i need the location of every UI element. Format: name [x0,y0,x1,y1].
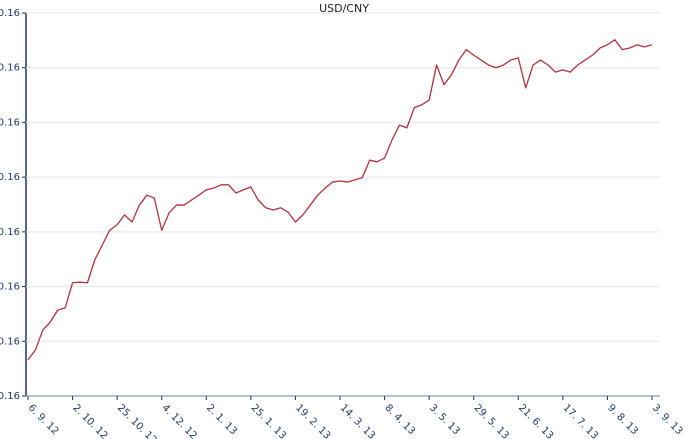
x-tick-label: 6. 9. 12 [26,402,61,437]
x-tick-label: 3. 9. 13 [650,402,685,437]
y-tick-label: 0.16 [0,282,20,293]
x-tick-label: 3. 5. 13 [427,402,462,437]
x-tick-label: 25. 10. 12 [115,402,159,439]
line [27,39,653,361]
x-tick-label: 9. 8. 13 [605,402,640,437]
y-tick-label: 0.16 [0,227,20,238]
x-tick-label: 14. 3. 13 [338,402,377,439]
y-tick-label: 0.16 [0,336,20,347]
y-tick-label: 0.16 [0,391,20,402]
x-tick-label: 29. 5. 13 [471,402,510,439]
y-tick-label: 0.16 [0,172,20,183]
x-tick-label: 17. 7. 13 [561,402,600,439]
y-tick-label: 0.16 [0,63,20,74]
x-tick-label: 4. 12. 12 [159,402,198,439]
x-tick-label: 8. 4. 13 [382,402,417,437]
x-tick-label: 25. 1. 13 [249,402,288,439]
x-tick-label: 2. 10. 12 [70,402,109,439]
y-tick-label: 0.16 [0,8,20,19]
x-tick-label: 19. 2. 13 [293,402,332,439]
y-tick-label: 0.16 [0,117,20,128]
x-tick-label: 2. 1. 13 [204,402,239,437]
x-tick-label: 21. 6. 13 [516,402,555,439]
chart-title: USD/CNY [319,2,369,15]
